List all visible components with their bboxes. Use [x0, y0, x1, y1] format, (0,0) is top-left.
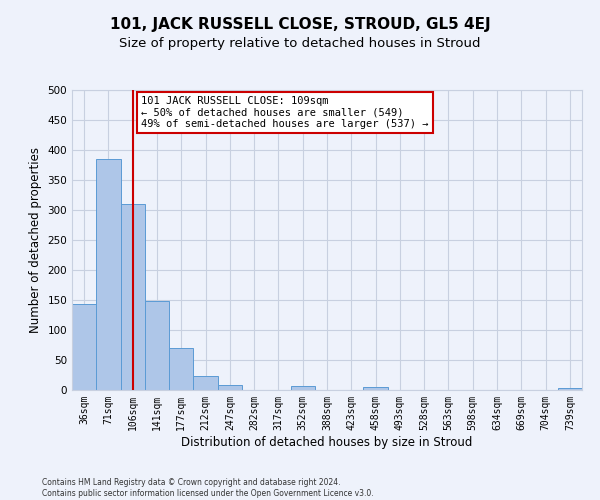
Bar	[558, 388, 582, 390]
Bar	[145, 301, 169, 390]
Bar	[96, 159, 121, 390]
Text: 101 JACK RUSSELL CLOSE: 109sqm
← 50% of detached houses are smaller (549)
49% of: 101 JACK RUSSELL CLOSE: 109sqm ← 50% of …	[141, 96, 429, 129]
Text: 101, JACK RUSSELL CLOSE, STROUD, GL5 4EJ: 101, JACK RUSSELL CLOSE, STROUD, GL5 4EJ	[110, 18, 490, 32]
Bar	[193, 376, 218, 390]
Bar	[218, 384, 242, 390]
Bar	[72, 304, 96, 390]
Bar	[364, 387, 388, 390]
Bar	[169, 348, 193, 390]
Text: Contains HM Land Registry data © Crown copyright and database right 2024.
Contai: Contains HM Land Registry data © Crown c…	[42, 478, 374, 498]
Bar	[121, 204, 145, 390]
Y-axis label: Number of detached properties: Number of detached properties	[29, 147, 42, 333]
Bar	[290, 386, 315, 390]
X-axis label: Distribution of detached houses by size in Stroud: Distribution of detached houses by size …	[181, 436, 473, 448]
Text: Size of property relative to detached houses in Stroud: Size of property relative to detached ho…	[119, 38, 481, 51]
